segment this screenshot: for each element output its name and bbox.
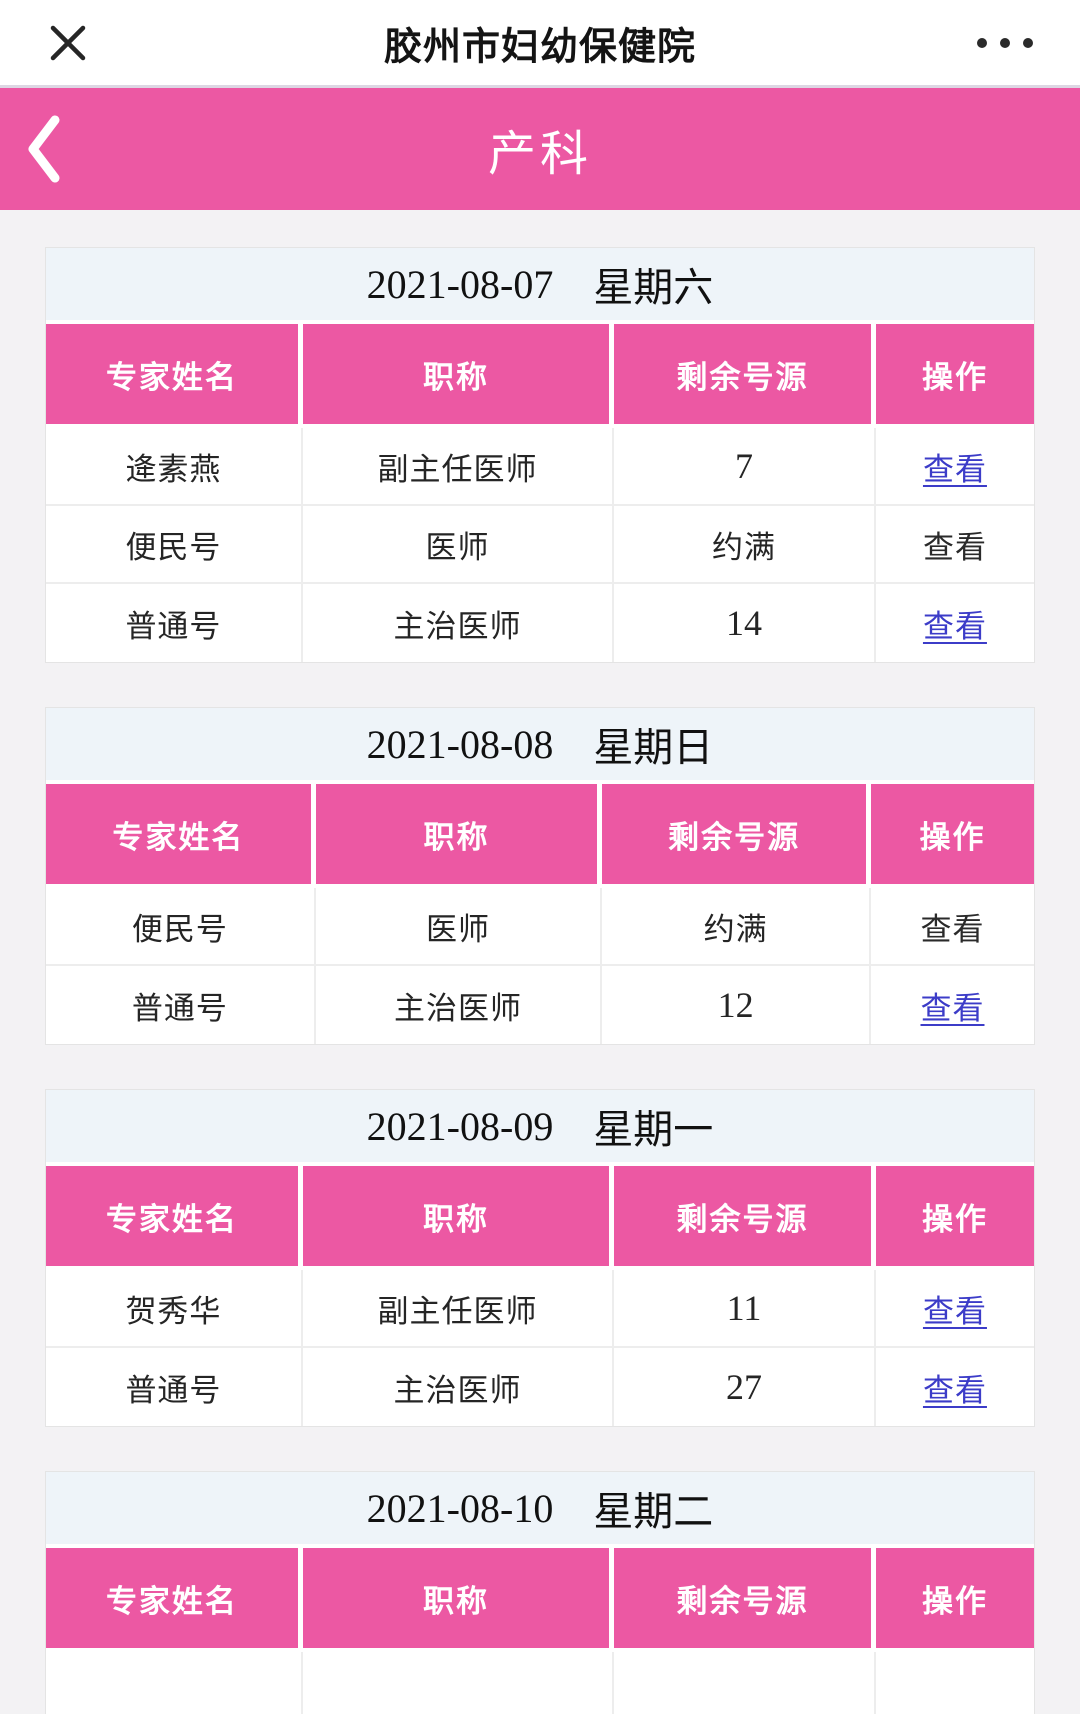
- job-title-cell: 医师: [302, 506, 615, 584]
- header-row: 专家姓名 职称 剩余号源 操作: [46, 1166, 1034, 1270]
- table-row: 便民号 医师 约满 查看: [46, 888, 1034, 966]
- schedule-table: 专家姓名 职称 剩余号源 操作: [46, 1548, 1034, 1714]
- schedule-table: 专家姓名 职称 剩余号源 操作 便民号 医师 约满 查看 普通号 主治医师 12 查看: [46, 784, 1034, 1044]
- table-row: 便民号 医师 约满 查看: [46, 506, 1034, 584]
- view-link: 查看: [920, 911, 985, 947]
- job-title-cell: 主治医师: [302, 584, 615, 662]
- department-title: 产科: [487, 128, 592, 181]
- action-cell: 查看: [875, 584, 1034, 662]
- column-header-job-title: 职称: [302, 1166, 615, 1270]
- table-row: 普通号 主治医师 14 查看: [46, 584, 1034, 662]
- column-header-expert-name: 专家姓名: [46, 1166, 303, 1270]
- view-link[interactable]: 查看: [920, 990, 985, 1026]
- action-cell: 查看: [870, 888, 1034, 966]
- app-title: 胶州市妇幼保健院: [383, 26, 697, 68]
- date-header: 2021-08-07 星期六: [46, 248, 1034, 324]
- empty-cell: [875, 1652, 1034, 1714]
- expert-name-cell: 逄素燕: [46, 428, 303, 506]
- view-link[interactable]: 查看: [922, 1372, 987, 1408]
- close-icon: [50, 25, 86, 60]
- column-header-expert-name: 专家姓名: [46, 324, 303, 428]
- weekday-text: 星期六: [593, 265, 714, 310]
- job-title-cell: 主治医师: [315, 966, 603, 1044]
- job-title-cell: 主治医师: [302, 1348, 615, 1426]
- job-title-cell: 副主任医师: [302, 428, 615, 506]
- table-row: 普通号 主治医师 12 查看: [46, 966, 1034, 1044]
- expert-name-cell: 普通号: [46, 584, 303, 662]
- expert-name-cell: 便民号: [46, 888, 316, 966]
- expert-name-cell: 便民号: [46, 506, 303, 584]
- schedule-table: 专家姓名 职称 剩余号源 操作 逄素燕 副主任医师 7 查看 便民号 医师 约满 查看 普通号 主治医师…: [46, 324, 1034, 662]
- header-row: 专家姓名 职称 剩余号源 操作: [46, 784, 1034, 888]
- action-cell: 查看: [870, 966, 1034, 1044]
- back-button[interactable]: [26, 114, 70, 184]
- remaining-slots-cell: 27: [614, 1348, 876, 1426]
- remaining-slots-cell: 11: [614, 1270, 876, 1348]
- view-link[interactable]: 查看: [922, 1293, 987, 1329]
- column-header-remaining-slots: 剩余号源: [614, 324, 876, 428]
- date-header: 2021-08-09 星期一: [46, 1090, 1034, 1166]
- action-cell: 查看: [875, 1348, 1034, 1426]
- remaining-slots-cell: 约满: [614, 506, 876, 584]
- column-header-expert-name: 专家姓名: [46, 784, 316, 888]
- view-link: 查看: [922, 529, 987, 565]
- column-header-job-title: 职称: [302, 324, 615, 428]
- column-header-job-title: 职称: [302, 1548, 615, 1652]
- remaining-slots-cell: 7: [614, 428, 876, 506]
- schedule-card: 2021-08-07 星期六 专家姓名 职称 剩余号源 操作 逄素燕 副主任医师 7 查看便…: [45, 247, 1035, 663]
- close-button[interactable]: [48, 23, 88, 63]
- job-title-cell: 副主任医师: [302, 1270, 615, 1348]
- date-text: 2021-08-09: [366, 1103, 554, 1149]
- remaining-slots-cell: 12: [602, 966, 871, 1044]
- expert-name-cell: 贺秀华: [46, 1270, 303, 1348]
- schedule-card: 2021-08-08 星期日 专家姓名 职称 剩余号源 操作 便民号 医师 约满 查看 普通号…: [45, 707, 1035, 1045]
- table-row: 贺秀华 副主任医师 11 查看: [46, 1270, 1034, 1348]
- empty-cell: [614, 1652, 876, 1714]
- view-link[interactable]: 查看: [922, 608, 987, 644]
- expert-name-cell: 普通号: [46, 966, 316, 1044]
- app-titlebar: 胶州市妇幼保健院: [0, 0, 1080, 88]
- header-row: 专家姓名 职称 剩余号源 操作: [46, 324, 1034, 428]
- empty-cell: [46, 1652, 303, 1714]
- action-cell: 查看: [875, 506, 1034, 584]
- empty-cell: [302, 1652, 615, 1714]
- column-header-remaining-slots: 剩余号源: [614, 1166, 876, 1270]
- schedule-list: 2021-08-07 星期六 专家姓名 职称 剩余号源 操作 逄素燕 副主任医师 7 查看便…: [0, 210, 1080, 1714]
- date-text: 2021-08-07: [366, 261, 554, 307]
- view-link[interactable]: 查看: [922, 451, 987, 487]
- table-row-partial: [46, 1652, 1034, 1714]
- job-title-cell: 医师: [315, 888, 603, 966]
- date-header: 2021-08-10 星期二: [46, 1472, 1034, 1548]
- action-cell: 查看: [875, 1270, 1034, 1348]
- back-chevron-icon: [28, 115, 60, 183]
- weekday-text: 星期二: [593, 1489, 714, 1534]
- column-header-action: 操作: [870, 784, 1034, 888]
- table-row: 普通号 主治医师 27 查看: [46, 1348, 1034, 1426]
- weekday-text: 星期一: [593, 1107, 714, 1152]
- header-row: 专家姓名 职称 剩余号源 操作: [46, 1548, 1034, 1652]
- column-header-job-title: 职称: [315, 784, 603, 888]
- date-header: 2021-08-08 星期日: [46, 708, 1034, 784]
- column-header-action: 操作: [875, 324, 1034, 428]
- column-header-remaining-slots: 剩余号源: [602, 784, 871, 888]
- table-row: 逄素燕 副主任医师 7 查看: [46, 428, 1034, 506]
- weekday-text: 星期日: [593, 725, 714, 770]
- department-header: 产科: [0, 88, 1080, 210]
- column-header-action: 操作: [875, 1166, 1034, 1270]
- column-header-action: 操作: [875, 1548, 1034, 1652]
- more-icon: [977, 37, 987, 48]
- remaining-slots-cell: 约满: [602, 888, 871, 966]
- schedule-card: 2021-08-10 星期二 专家姓名 职称 剩余号源 操作: [45, 1471, 1035, 1714]
- schedule-table: 专家姓名 职称 剩余号源 操作 贺秀华 副主任医师 11 查看 普通号 主治医师 27 查看: [46, 1166, 1034, 1426]
- column-header-expert-name: 专家姓名: [46, 1548, 303, 1652]
- action-cell: 查看: [875, 428, 1034, 506]
- schedule-card: 2021-08-09 星期一 专家姓名 职称 剩余号源 操作 贺秀华 副主任医师 11 查看…: [45, 1089, 1035, 1427]
- more-menu-button[interactable]: [977, 23, 1033, 63]
- date-text: 2021-08-10: [366, 1485, 554, 1531]
- column-header-remaining-slots: 剩余号源: [614, 1548, 876, 1652]
- expert-name-cell: 普通号: [46, 1348, 303, 1426]
- remaining-slots-cell: 14: [614, 584, 876, 662]
- date-text: 2021-08-08: [366, 721, 554, 767]
